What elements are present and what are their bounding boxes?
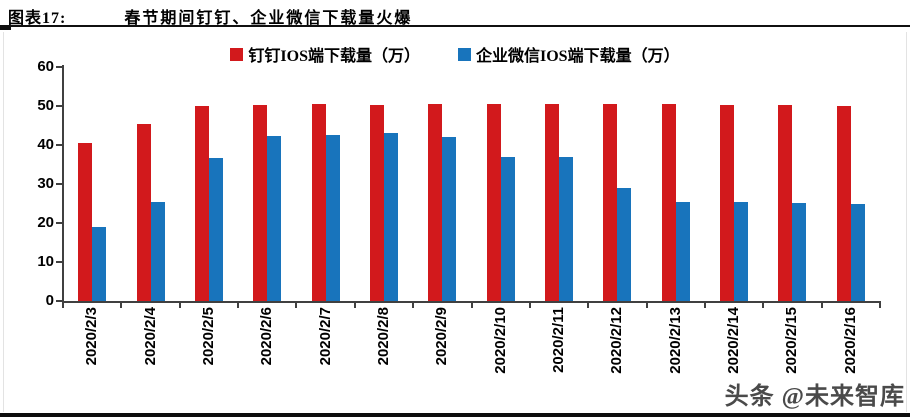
y-axis-tick-label: 40 <box>37 136 54 153</box>
bar-dingtalk <box>137 124 151 301</box>
y-axis-tick-label: 60 <box>37 58 54 75</box>
x-axis-category-label: 2020/2/9 <box>433 307 450 366</box>
bar-dingtalk <box>603 104 617 301</box>
bar-wecom <box>851 204 865 301</box>
x-axis-category-label: 2020/2/11 <box>550 307 567 373</box>
x-axis-tick <box>703 303 706 308</box>
bar-dingtalk <box>78 143 92 301</box>
figure-left-border <box>3 32 4 412</box>
x-axis-category-label: 2020/2/5 <box>200 307 217 366</box>
bar-wecom <box>734 202 748 301</box>
y-axis-tick <box>56 261 63 263</box>
figure-number-label: 图表17: <box>8 10 67 27</box>
x-axis-tick <box>587 303 590 308</box>
x-axis-category-label: 2020/2/4 <box>142 307 159 366</box>
y-axis-tick <box>56 300 63 302</box>
chart-legend: 钉钉IOS端下载量（万） 企业微信IOS端下载量（万） <box>0 42 910 66</box>
bar-wecom <box>792 203 806 301</box>
bottom-divider <box>0 413 910 417</box>
figure-header: 图表17: 春节期间钉钉、企业微信下载量火爆 <box>8 4 902 28</box>
x-axis <box>62 301 881 303</box>
bar-dingtalk <box>545 104 559 301</box>
x-axis-category-label: 2020/2/8 <box>375 307 392 366</box>
bar-dingtalk <box>370 105 384 301</box>
bar-dingtalk <box>428 104 442 301</box>
x-axis-category-label: 2020/2/10 <box>492 307 509 374</box>
bar-dingtalk <box>195 106 209 301</box>
y-axis <box>62 65 64 303</box>
x-axis-category-label: 2020/2/12 <box>608 307 625 374</box>
x-axis-category-label: 2020/2/13 <box>667 307 684 374</box>
x-axis-tick <box>178 303 181 308</box>
y-axis-tick-label: 0 <box>45 292 54 309</box>
y-axis-tick-label: 30 <box>37 175 54 192</box>
bar-dingtalk <box>312 104 326 301</box>
x-axis-category-label: 2020/2/3 <box>83 307 100 366</box>
y-axis-tick-label: 50 <box>37 97 54 114</box>
bar-wecom <box>442 137 456 301</box>
bar-dingtalk <box>778 105 792 301</box>
x-axis-tick <box>120 303 123 308</box>
y-axis-tick <box>56 66 63 68</box>
figure-title: 春节期间钉钉、企业微信下载量火爆 <box>124 10 413 27</box>
legend-label-wecom: 企业微信IOS端下载量（万） <box>476 48 680 65</box>
y-axis-tick <box>56 144 63 146</box>
bar-wecom <box>151 202 165 301</box>
bar-wecom <box>92 227 106 301</box>
x-axis-tick <box>237 303 240 308</box>
x-axis-category-label: 2020/2/7 <box>317 307 334 366</box>
x-axis-tick <box>762 303 765 308</box>
bar-wecom <box>267 136 281 301</box>
bar-dingtalk <box>487 104 501 301</box>
figure-right-border <box>906 32 907 412</box>
bar-wecom <box>617 188 631 301</box>
bar-dingtalk <box>662 104 676 301</box>
x-axis-tick <box>820 303 823 308</box>
y-axis-tick-label: 20 <box>37 214 54 231</box>
y-axis-tick <box>56 183 63 185</box>
legend-item-wecom: 企业微信IOS端下载量（万） <box>458 42 680 66</box>
bar-dingtalk <box>720 105 734 301</box>
legend-item-dingtalk: 钉钉IOS端下载量（万） <box>230 42 420 66</box>
bar-wecom <box>676 202 690 301</box>
bar-wecom <box>209 158 223 301</box>
y-axis-tick <box>56 105 63 107</box>
y-axis-tick-label: 10 <box>37 253 54 270</box>
x-axis-tick <box>295 303 298 308</box>
bar-dingtalk <box>253 105 267 301</box>
bar-wecom <box>384 133 398 301</box>
x-axis-category-label: 2020/2/6 <box>258 307 275 366</box>
bar-wecom <box>559 157 573 301</box>
x-axis-tick <box>353 303 356 308</box>
legend-swatch-red-icon <box>230 47 244 61</box>
watermark: 头条 @未来智库 <box>724 384 905 410</box>
bar-wecom <box>501 157 515 301</box>
x-axis-tick <box>528 303 531 308</box>
x-axis-tick <box>412 303 415 308</box>
x-axis-tick <box>879 303 881 308</box>
legend-swatch-blue-icon <box>458 47 471 61</box>
title-divider <box>0 25 910 30</box>
y-axis-tick <box>56 222 63 224</box>
x-axis-tick <box>62 303 64 308</box>
bar-wecom <box>326 135 340 301</box>
x-axis-tick <box>470 303 473 308</box>
x-axis-tick <box>645 303 648 308</box>
legend-label-dingtalk: 钉钉IOS端下载量（万） <box>248 48 420 65</box>
bar-dingtalk <box>837 106 851 301</box>
